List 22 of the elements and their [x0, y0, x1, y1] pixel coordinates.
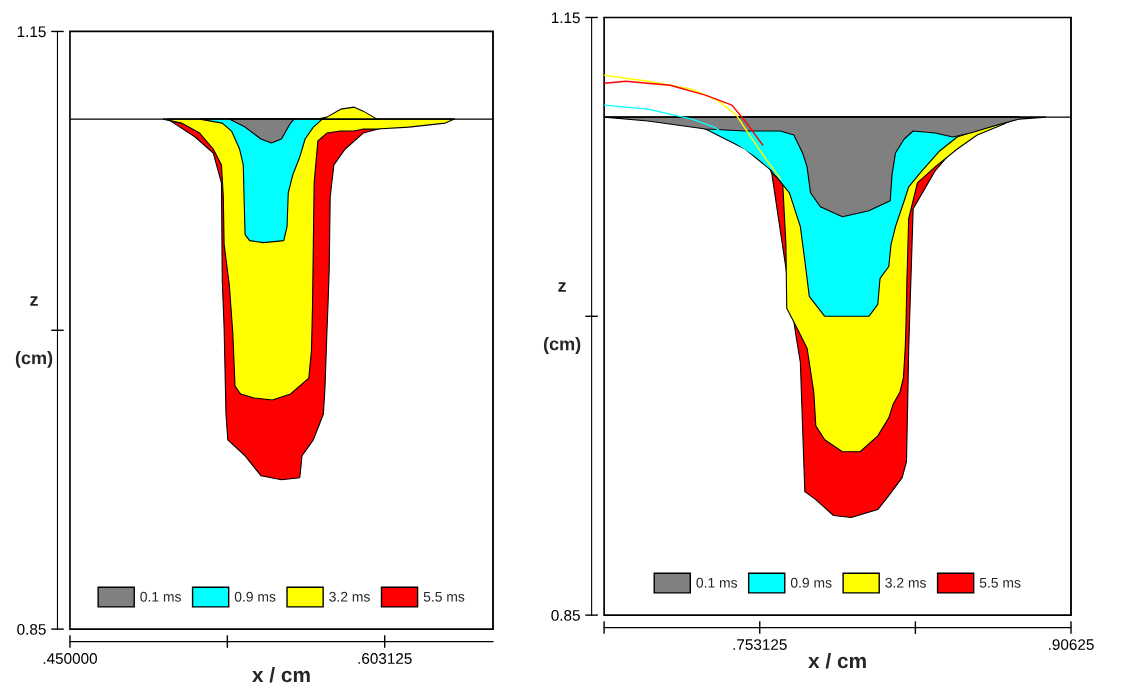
legend-label: 0.9 ms [234, 591, 276, 602]
x-tick-label: .450000 [43, 653, 97, 664]
y-tick-label: 1.15 [17, 26, 46, 38]
y-tick-label: 0.85 [551, 609, 580, 621]
x-tick-label: .90625 [1049, 639, 1094, 650]
y-tick-label: 0.85 [17, 623, 46, 635]
legend-label: 5.5 ms [423, 591, 465, 602]
legend-label: 5.5 ms [979, 578, 1021, 588]
line-series [604, 80, 764, 146]
y-tick-label: 1.15 [551, 12, 580, 24]
legend-label: 0.1 ms [696, 577, 738, 588]
text: z (cm) [543, 282, 581, 354]
x-axis-title: x / cm [808, 652, 866, 669]
x-axis-title: x / cm [252, 666, 310, 683]
x-tick-label: .753125 [733, 639, 787, 650]
legend-label: 0.1 ms [140, 591, 181, 602]
legend-label: 0.9 ms [790, 577, 832, 588]
text: z (cm) [15, 296, 53, 368]
series-label: 3.2 ms [885, 577, 926, 588]
legend-label: 3.2 ms [329, 591, 370, 602]
x-tick-label: .603125 [358, 653, 412, 664]
line-series [604, 74, 782, 180]
